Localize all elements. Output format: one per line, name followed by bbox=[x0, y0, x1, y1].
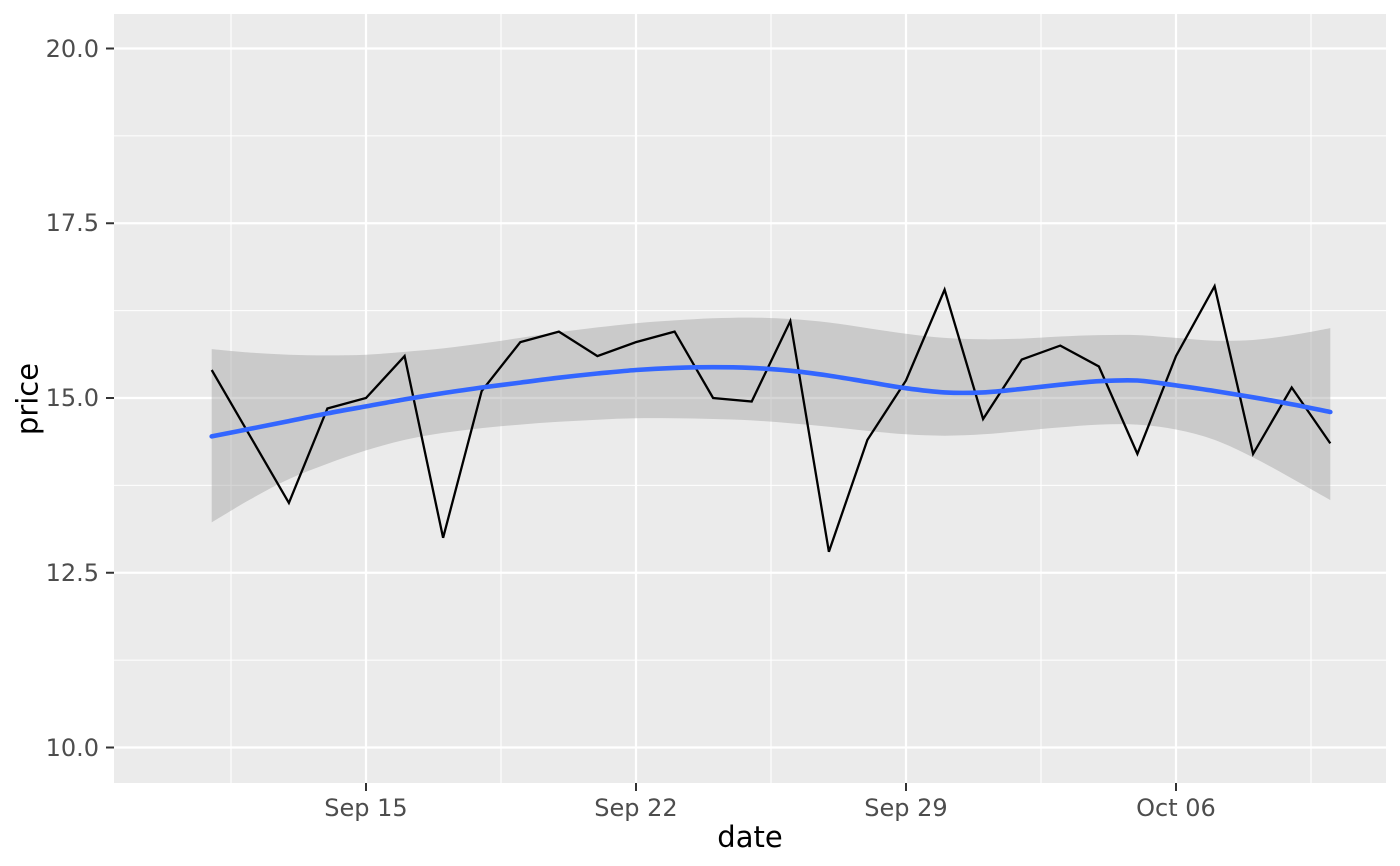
x-tick-label: Sep 29 bbox=[864, 794, 948, 822]
x-tick-label: Sep 22 bbox=[594, 794, 678, 822]
y-axis-title: price bbox=[10, 362, 45, 435]
x-tick-label: Sep 15 bbox=[324, 794, 408, 822]
y-tick-label: 15.0 bbox=[45, 384, 99, 412]
price-line bbox=[210, 283, 1332, 553]
smooth-line bbox=[209, 364, 1333, 439]
y-tick-label: 17.5 bbox=[45, 209, 99, 238]
y-tick-label: 20.0 bbox=[45, 34, 99, 63]
y-tick-label: 12.5 bbox=[45, 558, 99, 587]
y-tick-label: 10.0 bbox=[45, 733, 99, 762]
x-tick-label: Oct 06 bbox=[1136, 794, 1216, 822]
confidence-ribbon bbox=[211, 317, 1331, 523]
x-axis-title: date bbox=[717, 820, 783, 854]
